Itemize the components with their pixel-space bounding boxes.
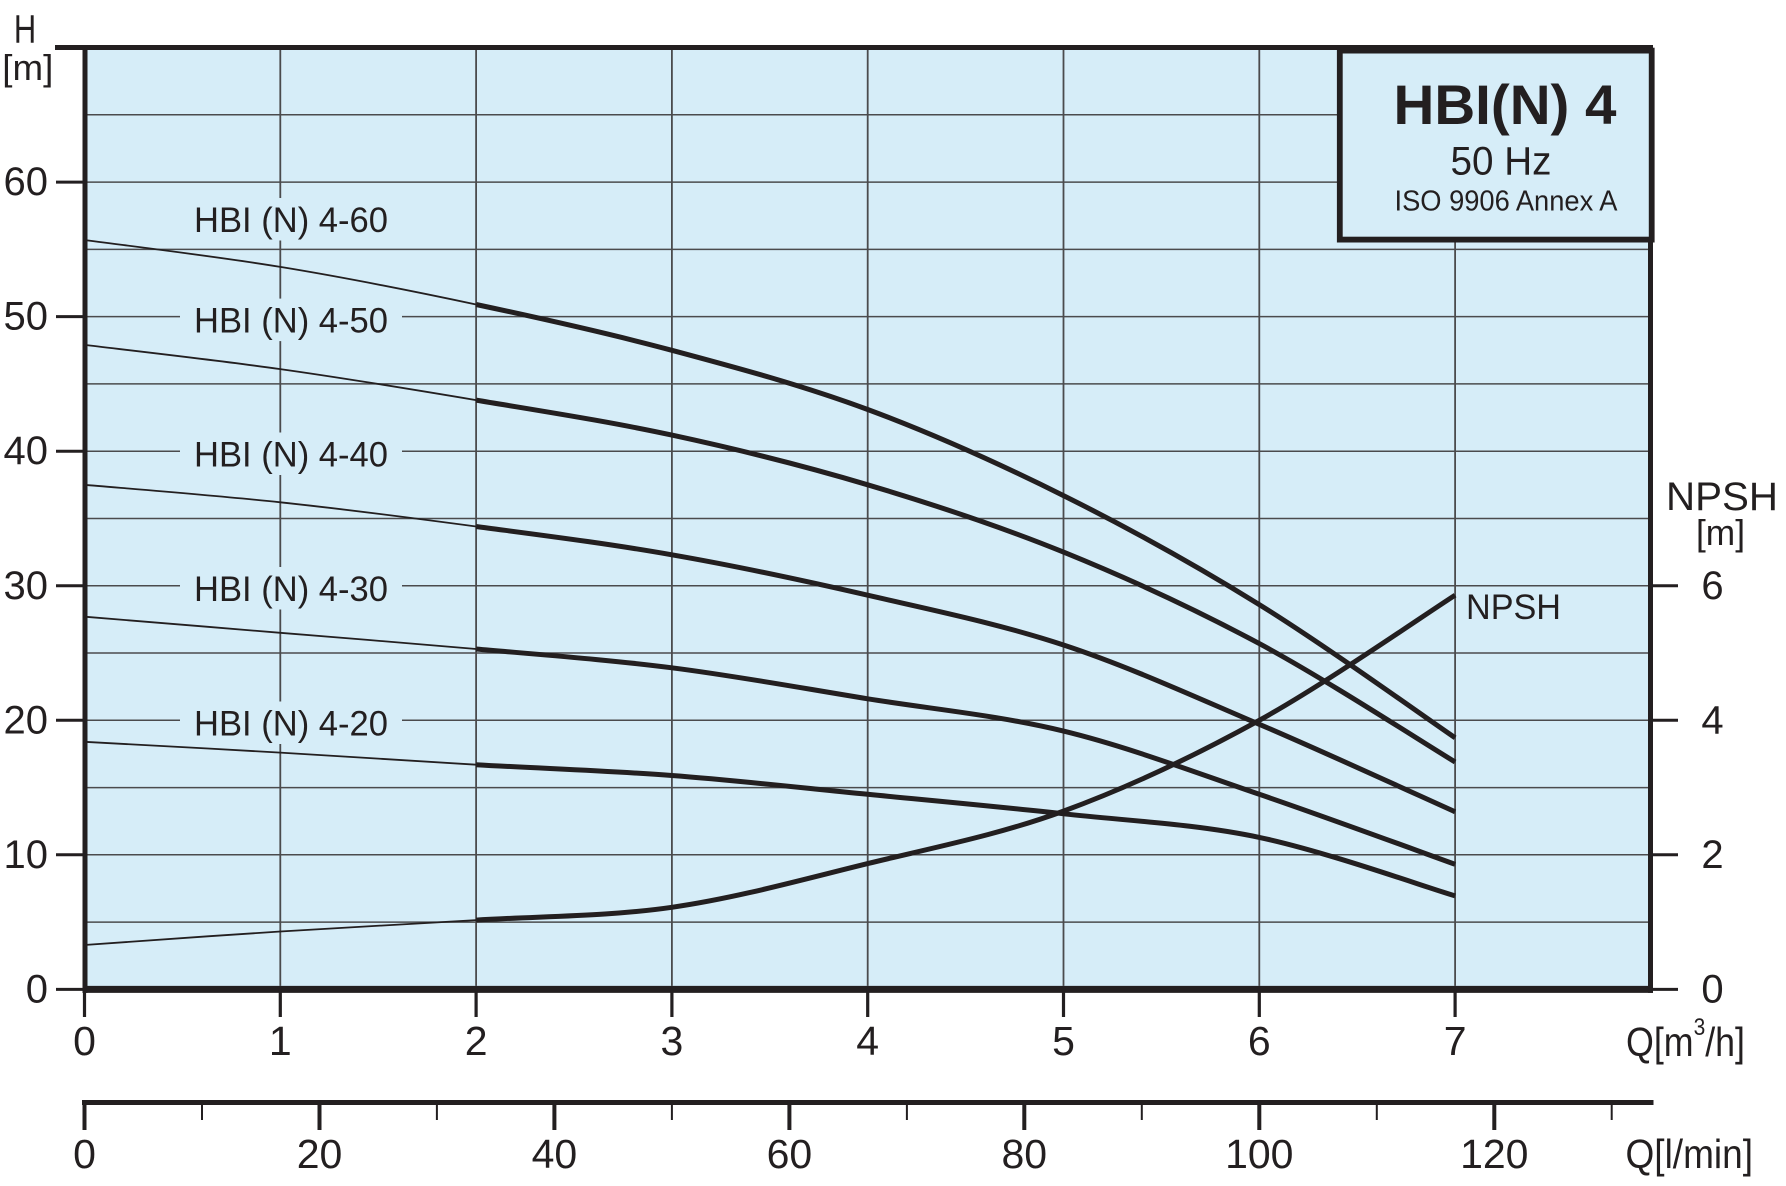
svg-text:HBI (N) 4-40: HBI (N) 4-40 — [194, 436, 388, 475]
svg-text:5: 5 — [1052, 1018, 1075, 1064]
svg-text:0: 0 — [73, 1018, 96, 1064]
svg-text:100: 100 — [1225, 1131, 1293, 1177]
svg-text:1: 1 — [269, 1018, 292, 1064]
svg-text:0: 0 — [26, 967, 48, 1011]
svg-text:6: 6 — [1701, 564, 1723, 608]
svg-text:20: 20 — [297, 1131, 343, 1177]
svg-text:HBI(N) 4: HBI(N) 4 — [1394, 73, 1617, 136]
svg-text:20: 20 — [4, 698, 49, 742]
svg-text:HBI (N) 4-30: HBI (N) 4-30 — [194, 570, 388, 609]
svg-text:30: 30 — [4, 564, 49, 608]
svg-text:HBI (N) 4-50: HBI (N) 4-50 — [194, 302, 388, 341]
svg-text:[m]: [m] — [1696, 512, 1745, 553]
svg-text:2: 2 — [465, 1018, 488, 1064]
svg-text:40: 40 — [4, 429, 49, 473]
svg-text:4: 4 — [856, 1018, 879, 1064]
svg-text:HBI (N) 4-20: HBI (N) 4-20 — [194, 705, 388, 744]
svg-text:ISO 9906 Annex A: ISO 9906 Annex A — [1395, 186, 1619, 218]
svg-text:3: 3 — [660, 1018, 683, 1064]
svg-text:0: 0 — [1701, 967, 1723, 1011]
svg-text:80: 80 — [1001, 1131, 1047, 1177]
svg-text:60: 60 — [767, 1131, 813, 1177]
svg-text:120: 120 — [1460, 1131, 1528, 1177]
svg-text:HBI (N) 4-60: HBI (N) 4-60 — [194, 201, 388, 240]
svg-text:Q[m3/h]: Q[m3/h] — [1626, 1014, 1745, 1065]
svg-text:[m]: [m] — [2, 47, 53, 88]
svg-text:Q[l/min]: Q[l/min] — [1626, 1131, 1754, 1177]
svg-text:50: 50 — [4, 295, 49, 339]
svg-text:NPSH: NPSH — [1666, 475, 1778, 519]
svg-text:10: 10 — [4, 833, 49, 877]
svg-text:50 Hz: 50 Hz — [1451, 140, 1552, 184]
svg-text:NPSH: NPSH — [1466, 588, 1561, 627]
svg-text:40: 40 — [532, 1131, 578, 1177]
svg-text:H: H — [14, 8, 36, 52]
svg-text:4: 4 — [1701, 698, 1723, 742]
svg-text:7: 7 — [1444, 1018, 1467, 1064]
svg-text:0: 0 — [73, 1131, 96, 1177]
svg-text:2: 2 — [1701, 833, 1723, 877]
svg-text:6: 6 — [1248, 1018, 1271, 1064]
svg-text:60: 60 — [4, 160, 49, 204]
